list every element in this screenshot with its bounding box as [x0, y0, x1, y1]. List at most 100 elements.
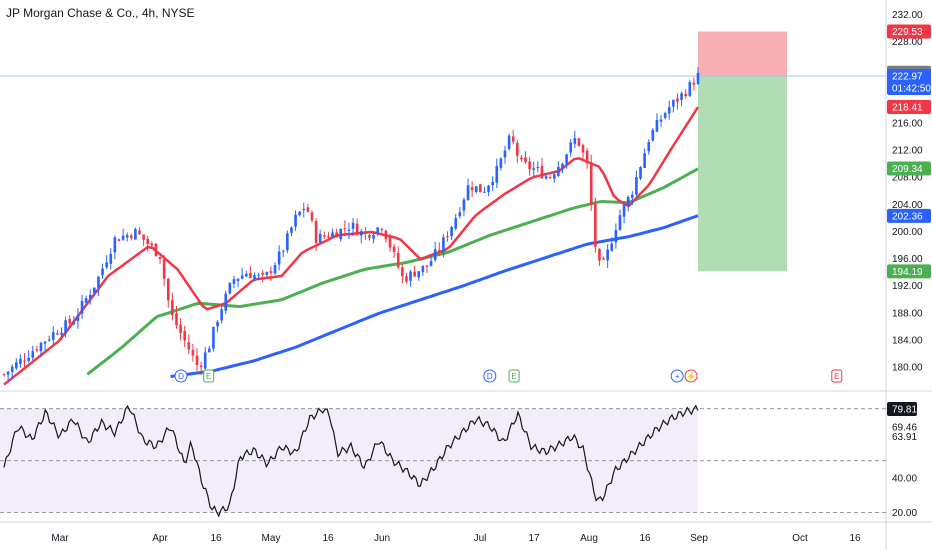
candle-body [647, 142, 651, 152]
candle-body [35, 349, 39, 351]
price-tag-label: 229.53 [892, 27, 923, 38]
candle-body [384, 230, 388, 239]
candle-body [310, 212, 314, 221]
candle-body [150, 243, 154, 246]
candle-body [409, 271, 412, 281]
candle-body [212, 326, 215, 349]
event-label: D [178, 372, 184, 381]
candle-body [442, 237, 445, 251]
candle-body [203, 352, 207, 369]
candle-body [142, 234, 145, 240]
candle-body [331, 232, 334, 237]
candle-body [589, 162, 593, 206]
candle-body [659, 119, 663, 122]
price-axis[interactable]: 232.00 228.00 216.00 212.00 208.00 204.00 200.… [887, 10, 931, 374]
event-badge [508, 369, 520, 383]
candle-body [162, 259, 166, 279]
candle-body [503, 150, 507, 158]
event-badge [203, 369, 215, 383]
candle-body [364, 232, 367, 234]
time-tick-label: Oct [792, 533, 808, 544]
price-tick-label: 184.00 [892, 336, 923, 347]
candle-body [577, 138, 581, 146]
event-label: D [487, 372, 493, 381]
event-label: + [675, 372, 680, 381]
rsi-tick-label: 69.46 [892, 422, 917, 433]
candle-body [101, 268, 104, 276]
price-tick-label: 192.00 [892, 281, 923, 292]
chart-title: JP Morgan Chase & Co., 4h, NYSE [6, 6, 195, 20]
event-badge [684, 369, 698, 383]
time-tick-label: Aug [580, 533, 598, 544]
price-pane[interactable]: D E D E + ⚡ E [0, 31, 886, 386]
time-tick-label: Jun [374, 533, 390, 544]
candle-body [97, 276, 100, 288]
candle-body [610, 243, 614, 251]
event-marker-2[interactable]: D [483, 369, 497, 383]
price-tag-label: 218.41 [892, 103, 923, 114]
candle-body [154, 243, 158, 257]
candle-body [39, 342, 43, 352]
candle-body [380, 228, 384, 230]
price-tick-label: 204.00 [892, 200, 923, 211]
candle-body [437, 249, 441, 251]
candles [2, 67, 700, 382]
time-tick-label: 16 [210, 533, 222, 544]
candle-body [594, 203, 597, 247]
ema-fast-line [3, 106, 700, 386]
candle-body [359, 231, 363, 236]
price-tag-bg [887, 161, 931, 176]
time-tick-label: 16 [639, 533, 651, 544]
rsi-value-tag[interactable]: 79.81 [887, 401, 917, 416]
event-marker-4[interactable]: + [670, 369, 684, 383]
candle-body [323, 235, 326, 237]
candle-body [347, 229, 351, 231]
candle-body [216, 322, 219, 327]
time-axis[interactable]: Mar Apr 16 May 16 Jun Jul 17 Aug 16 Sep Oct 16 [51, 533, 861, 544]
candle-body [462, 199, 466, 211]
event-marker-6[interactable]: E [831, 369, 843, 383]
price-tag-bg [887, 208, 931, 223]
candle-body [15, 362, 18, 369]
candle-body [339, 228, 343, 240]
event-marker-3[interactable]: E [508, 369, 520, 383]
candle-body [2, 374, 6, 376]
candle-body [27, 357, 30, 361]
price-tick-label: 188.00 [892, 308, 923, 319]
candle-body [606, 249, 609, 261]
price-tag[interactable]: 209.34 [887, 161, 931, 176]
candle-body [294, 214, 297, 227]
price-tag[interactable]: 218.41 [887, 100, 931, 115]
candle-body [171, 300, 174, 316]
time-tick-label: Mar [51, 533, 69, 544]
event-badge [174, 369, 188, 383]
event-badge [831, 369, 843, 383]
candle-body [343, 228, 347, 230]
event-label: ⚡ [686, 371, 696, 381]
candle-body [327, 236, 330, 238]
candle-body [302, 208, 306, 210]
candle-body [561, 163, 564, 169]
price-tick-label: 200.00 [892, 227, 923, 238]
candle-body [72, 322, 76, 325]
event-marker-5[interactable]: ⚡ [684, 369, 698, 383]
candle-body [507, 135, 511, 150]
candle-body [253, 275, 256, 279]
candle-body [491, 181, 494, 186]
event-marker-1[interactable]: E [203, 369, 215, 383]
event-badge [483, 369, 497, 383]
candle-body [286, 233, 289, 251]
candle-body [651, 129, 655, 141]
candle-body [265, 272, 269, 275]
candle-body [121, 235, 125, 240]
candle-body [183, 330, 186, 341]
price-tag-label: 202.36 [892, 211, 923, 222]
price-tag[interactable]: 229.53 [887, 24, 931, 39]
price-tag[interactable]: 202.36 [887, 208, 931, 223]
event-marker-0[interactable]: D [174, 369, 188, 383]
price-tag[interactable]: 194.19 [887, 264, 931, 279]
candle-body [417, 271, 421, 278]
